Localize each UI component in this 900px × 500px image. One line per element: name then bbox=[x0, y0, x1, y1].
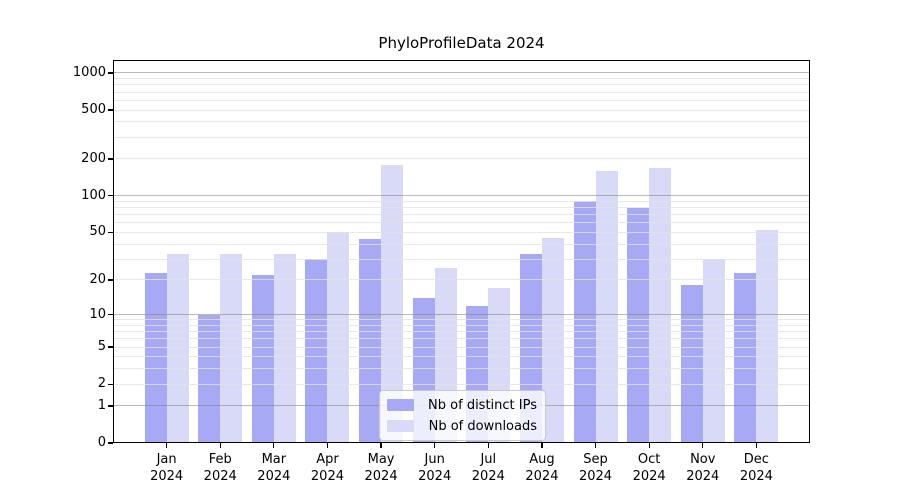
y-tick-label-1000: 1000 bbox=[72, 64, 106, 80]
y-tick-mark-2 bbox=[108, 383, 113, 385]
y-tick-label-5: 5 bbox=[97, 339, 106, 355]
y-tick-label-50: 50 bbox=[89, 224, 106, 240]
y-tick-label-100: 100 bbox=[81, 187, 106, 203]
gridline-minor bbox=[114, 136, 809, 138]
x-tick-label-oct: Oct 2024 bbox=[632, 452, 666, 484]
bar-downloads-feb bbox=[220, 254, 243, 443]
x-tick-label-apr: Apr 2024 bbox=[310, 452, 344, 484]
x-tick-label-mar: Mar 2024 bbox=[257, 452, 291, 484]
x-tick-mark-apr bbox=[326, 443, 329, 448]
y-tick-label-10: 10 bbox=[89, 306, 106, 322]
gridline-minor bbox=[114, 78, 809, 80]
gridline-minor bbox=[114, 207, 809, 209]
bar-downloads-sep bbox=[595, 171, 618, 443]
gridline-major bbox=[114, 72, 809, 74]
y-tick-mark-1 bbox=[108, 405, 113, 407]
x-tick-label-sep: Sep 2024 bbox=[578, 452, 613, 484]
y-tick-mark-200 bbox=[108, 158, 113, 160]
x-tick-mark-nov bbox=[702, 443, 704, 448]
gridline-minor bbox=[114, 84, 809, 86]
x-tick-mark-oct bbox=[648, 443, 650, 448]
y-tick-mark-100 bbox=[108, 195, 113, 197]
gridline-minor bbox=[114, 121, 809, 123]
x-tick-mark-mar bbox=[273, 443, 275, 448]
gridline-minor bbox=[114, 91, 809, 93]
gridline-minor bbox=[114, 214, 809, 216]
bar-distinct-ips-mar bbox=[251, 275, 274, 443]
legend: Nb of distinct IPs Nb of downloads bbox=[379, 390, 546, 441]
legend-item-distinct-ips: Nb of distinct IPs bbox=[387, 396, 537, 414]
bar-downloads-apr bbox=[327, 232, 350, 443]
legend-label-distinct-ips: Nb of distinct IPs bbox=[428, 397, 537, 413]
bar-downloads-aug bbox=[541, 237, 564, 443]
gridline-minor bbox=[114, 231, 809, 233]
x-tick-label-jun: Jun 2024 bbox=[418, 452, 452, 484]
legend-swatch-downloads bbox=[387, 420, 414, 432]
x-tick-label-feb: Feb 2024 bbox=[203, 452, 237, 484]
x-tick-label-aug: Aug 2024 bbox=[525, 452, 559, 484]
chart-title: PhyloProfileData 2024 bbox=[378, 34, 545, 52]
gridline-minor bbox=[114, 243, 809, 245]
bar-downloads-nov bbox=[702, 259, 725, 443]
bar-distinct-ips-apr bbox=[305, 259, 328, 443]
bar-distinct-ips-oct bbox=[627, 207, 650, 443]
x-tick-mark-dec bbox=[755, 443, 758, 448]
y-tick-mark-0 bbox=[108, 442, 113, 444]
y-tick-mark-10 bbox=[108, 313, 113, 316]
bar-distinct-ips-nov bbox=[680, 285, 703, 443]
gridline-minor bbox=[114, 109, 809, 111]
bar-downloads-may bbox=[381, 165, 404, 443]
bar-distinct-ips-jan bbox=[144, 272, 167, 443]
x-tick-mark-sep bbox=[594, 443, 597, 448]
y-tick-mark-5 bbox=[108, 346, 113, 348]
y-tick-mark-20 bbox=[108, 279, 113, 281]
x-tick-mark-jan bbox=[165, 443, 168, 448]
bar-downloads-jan bbox=[166, 254, 189, 443]
bar-distinct-ips-dec bbox=[734, 272, 757, 443]
x-tick-mark-aug bbox=[541, 443, 543, 448]
x-tick-label-jan: Jan 2024 bbox=[150, 452, 184, 484]
gridline-minor bbox=[114, 158, 809, 160]
legend-label-downloads: Nb of downloads bbox=[428, 418, 537, 434]
x-tick-mark-jul bbox=[487, 443, 489, 448]
bar-downloads-dec bbox=[756, 230, 779, 443]
y-tick-label-500: 500 bbox=[81, 102, 106, 118]
bar-distinct-ips-sep bbox=[573, 201, 596, 443]
y-tick-label-2: 2 bbox=[97, 376, 106, 392]
y-tick-mark-500 bbox=[108, 109, 113, 111]
x-tick-label-may: May 2024 bbox=[364, 452, 398, 484]
y-tick-mark-1000 bbox=[108, 72, 113, 74]
y-tick-mark-50 bbox=[108, 231, 113, 234]
bar-distinct-ips-may bbox=[359, 239, 382, 443]
x-tick-mark-feb bbox=[219, 443, 221, 448]
gridline-minor bbox=[114, 200, 809, 202]
gridline-minor bbox=[114, 99, 809, 101]
legend-swatch-distinct-ips bbox=[387, 399, 414, 411]
y-tick-label-0: 0 bbox=[97, 435, 106, 450]
legend-item-downloads: Nb of downloads bbox=[387, 417, 537, 435]
x-tick-mark-jun bbox=[434, 443, 436, 448]
bar-downloads-mar bbox=[273, 254, 296, 443]
gridline-minor bbox=[114, 222, 809, 224]
bar-downloads-oct bbox=[649, 168, 672, 443]
bar-distinct-ips-feb bbox=[198, 314, 221, 443]
x-tick-label-nov: Nov 2024 bbox=[686, 452, 720, 484]
x-tick-label-dec: Dec 2024 bbox=[739, 452, 773, 484]
x-tick-mark-may bbox=[380, 443, 382, 448]
y-tick-label-20: 20 bbox=[89, 271, 106, 287]
gridline-major bbox=[114, 195, 809, 197]
x-tick-label-jul: Jul 2024 bbox=[471, 452, 505, 484]
y-tick-label-200: 200 bbox=[81, 150, 106, 166]
y-tick-label-1: 1 bbox=[97, 397, 106, 413]
